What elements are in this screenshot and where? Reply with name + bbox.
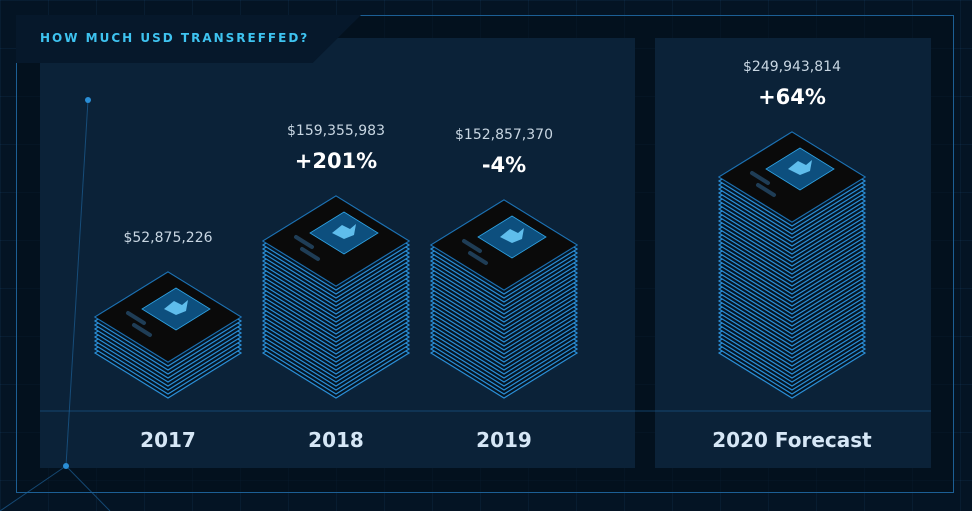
category-label: 2019 (476, 428, 532, 452)
value-label: $159,355,983 (287, 123, 385, 139)
change-label: -4% (482, 153, 526, 177)
node-dot (63, 463, 69, 469)
money-stack-icon (462, 215, 547, 265)
money-stack-bar (261, 195, 411, 399)
chart-title: HOW MUCH USD TRANSREFFED? (40, 31, 310, 45)
change-label: +201% (295, 149, 377, 173)
change-label: +64% (758, 85, 826, 109)
money-stack-bar (717, 131, 867, 399)
value-label: $152,857,370 (455, 127, 553, 143)
category-label: 2020 Forecast (712, 428, 872, 452)
money-stack-bar (93, 271, 243, 399)
money-stack-bar (429, 199, 579, 399)
value-label: $249,943,814 (743, 59, 841, 75)
category-label: 2017 (140, 428, 196, 452)
money-stack-icon (126, 287, 211, 337)
money-stack-icon (294, 211, 379, 261)
node-dot (85, 97, 91, 103)
title-plate (16, 15, 361, 63)
money-stack-icon (750, 147, 835, 197)
value-label: $52,875,226 (123, 230, 212, 246)
category-label: 2018 (308, 428, 364, 452)
